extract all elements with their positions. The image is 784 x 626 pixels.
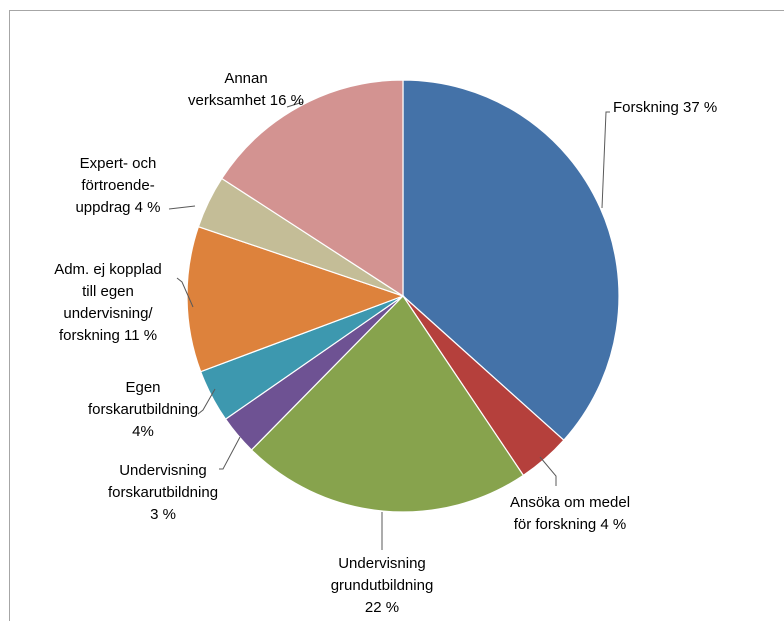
slice-label-4-line-3: 3 % (150, 506, 176, 523)
slice-label-7-line-2: förtroende- (81, 177, 154, 194)
pie-slice-1 (402, 79, 620, 442)
leader-line-5 (197, 388, 216, 415)
slice-label-4-line-1: Undervisning (119, 462, 207, 479)
slice-label-8-line-1: Annan (224, 70, 267, 87)
slice-label-4: Undervisning forskarutbildning 3 % (108, 462, 218, 523)
pie-slices (186, 79, 620, 513)
slice-label-3: Undervisning grundutbildning 22 % (331, 555, 434, 616)
leader-line-7 (168, 205, 196, 210)
slice-label-6-line-2: till egen (82, 283, 134, 300)
slice-label-2: Ansöka om medel för forskning 4 % (510, 494, 630, 533)
slice-labels: Forskning 37 % Ansöka om medel för forskni… (54, 70, 717, 616)
pie-slice-8 (220, 79, 404, 298)
leader-line-6 (176, 277, 194, 308)
slice-label-3-line-1: Undervisning (338, 555, 426, 572)
slice-label-2-line-1: Ansöka om medel (510, 494, 630, 511)
slice-label-1-line-1: Forskning 37 % (613, 99, 717, 116)
slice-label-5-line-2: forskarutbildning (88, 401, 198, 418)
slice-label-5-line-3: 4% (132, 423, 154, 440)
slice-label-1: Forskning 37 % (613, 99, 717, 116)
leader-line-2 (539, 456, 557, 486)
slice-label-2-line-2: för forskning 4 % (514, 516, 627, 533)
pie-slice-6 (186, 225, 405, 373)
slice-label-5: Egen forskarutbildning 4% (88, 379, 198, 440)
slice-label-7-line-1: Expert- och (80, 155, 157, 172)
slice-label-4-line-2: forskarutbildning (108, 484, 218, 501)
slice-label-6-line-3: undervisning/ (63, 305, 153, 322)
slice-label-8-line-2: verksamhet 16 % (188, 92, 304, 109)
leader-line-8 (286, 101, 304, 108)
leader-line-1 (601, 111, 610, 209)
leader-line-4 (219, 436, 241, 470)
slice-label-8: Annan verksamhet 16 % (188, 70, 304, 109)
pie-slice-3 (250, 295, 525, 513)
slice-label-6: Adm. ej kopplad till egen undervisning/for… (54, 261, 162, 344)
slice-label-6-line-1: Adm. ej kopplad (54, 261, 162, 278)
slice-label-6-line-4: forskning 11 % (59, 327, 157, 344)
slice-label-5-line-1: Egen (125, 379, 160, 396)
slice-label-7-line-3: uppdrag 4 % (75, 199, 160, 216)
leader-lines (168, 101, 610, 550)
slice-label-3-line-3: 22 % (365, 599, 399, 616)
slice-label-3-line-2: grundutbildning (331, 577, 434, 594)
slice-label-7: Expert- och förtroende-uppdrag 4 % (75, 155, 160, 216)
